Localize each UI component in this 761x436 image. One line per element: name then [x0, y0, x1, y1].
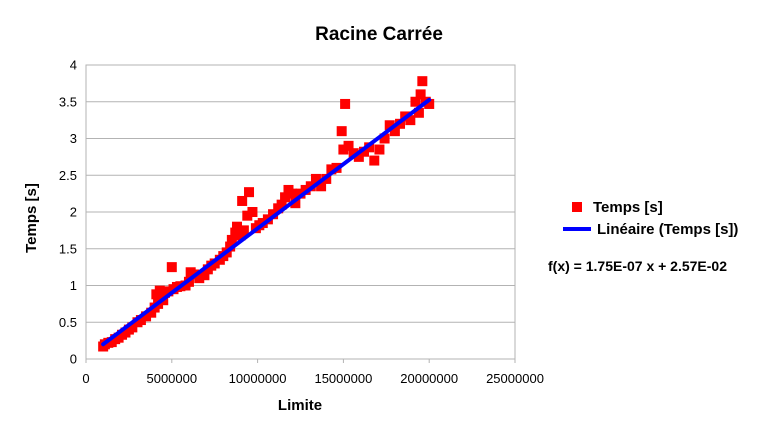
- data-point: [424, 98, 435, 109]
- y-tick-label: 3: [70, 131, 77, 146]
- data-point: [209, 258, 220, 269]
- x-tick-label: 20000000: [400, 371, 458, 386]
- data-point: [268, 209, 279, 220]
- data-point: [225, 241, 236, 252]
- data-point: [280, 192, 291, 203]
- data-point: [127, 322, 138, 333]
- data-point: [417, 76, 428, 87]
- data-point: [226, 234, 237, 245]
- data-point: [405, 115, 416, 126]
- y-tick-label: 0: [70, 352, 77, 367]
- legend-marker-temps: [572, 202, 582, 212]
- data-point: [300, 184, 311, 195]
- data-point: [135, 315, 146, 326]
- data-point: [316, 181, 327, 192]
- data-point: [353, 151, 364, 162]
- y-tick-label: 0.5: [59, 315, 77, 330]
- trendline-equation: f(x) = 1.75E-07 x + 2.57E-02: [548, 258, 727, 274]
- data-point: [166, 262, 177, 273]
- legend-label-temps: Temps [s]: [593, 199, 663, 216]
- data-point: [384, 120, 395, 131]
- data-point: [338, 144, 349, 155]
- data-point: [326, 164, 337, 175]
- data-point: [194, 273, 205, 284]
- data-point: [348, 148, 359, 159]
- data-point: [230, 227, 241, 238]
- series-trendline: [101, 97, 432, 347]
- y-tick-label: 3.5: [59, 94, 77, 109]
- data-point: [415, 89, 426, 100]
- legend: Temps [s] Linéaire (Temps [s]): [563, 199, 738, 238]
- data-point: [410, 96, 421, 107]
- data-point: [141, 311, 152, 322]
- x-tick-label: 25000000: [486, 371, 544, 386]
- data-point: [244, 187, 255, 198]
- data-point: [235, 230, 246, 241]
- data-point: [276, 199, 287, 210]
- data-point: [199, 270, 210, 281]
- data-point: [358, 146, 369, 157]
- data-point: [343, 140, 354, 151]
- y-tick-label: 2.5: [59, 168, 77, 183]
- data-point: [295, 188, 306, 199]
- y-axis-ticks: 0 0.5 1 1.5 2 2.5 3 3.5 4: [59, 58, 77, 367]
- data-point: [336, 126, 347, 137]
- trendline: [101, 97, 432, 347]
- x-tick-label: 5000000: [146, 371, 197, 386]
- x-tick-label: 0: [82, 371, 89, 386]
- legend-label-trendline: Linéaire (Temps [s]): [597, 221, 738, 238]
- data-point: [413, 107, 424, 118]
- y-tick-label: 1.5: [59, 241, 77, 256]
- y-tick-label: 1: [70, 278, 77, 293]
- data-point: [242, 210, 253, 221]
- chart-title: Racine Carrée: [315, 24, 443, 45]
- x-axis-ticks: 0 5000000 10000000 15000000 20000000 25000000: [82, 359, 544, 386]
- data-point: [374, 144, 385, 155]
- y-axis-title: Temps [s]: [23, 183, 40, 253]
- y-tick-label: 2: [70, 205, 77, 220]
- plot-area: [85, 64, 516, 360]
- y-tick-label: 4: [70, 58, 77, 73]
- x-tick-label: 15000000: [314, 371, 372, 386]
- data-point: [146, 307, 157, 318]
- data-point: [290, 198, 301, 209]
- x-axis-title: Limite: [278, 397, 322, 414]
- x-tick-label: 10000000: [229, 371, 287, 386]
- data-point: [340, 98, 351, 109]
- data-point: [238, 225, 249, 236]
- data-point: [310, 173, 321, 184]
- data-point: [369, 155, 380, 166]
- data-point: [237, 195, 248, 206]
- data-point: [154, 285, 165, 296]
- data-point: [389, 126, 400, 137]
- data-point: [247, 207, 258, 217]
- data-point: [232, 221, 243, 232]
- data-point: [286, 188, 297, 199]
- data-point: [379, 133, 390, 144]
- data-point: [163, 286, 174, 297]
